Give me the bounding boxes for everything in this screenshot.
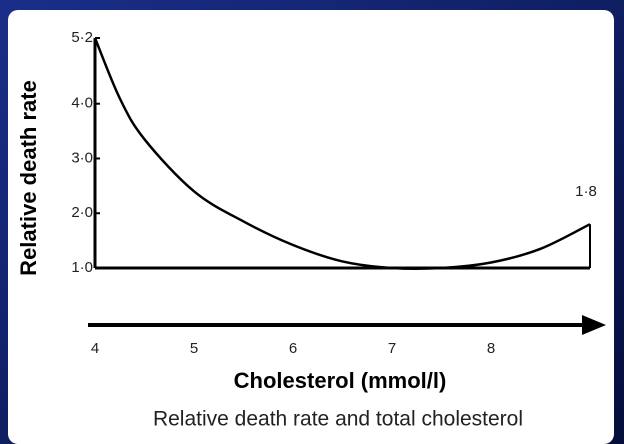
- y-tick-label: 2·0: [71, 204, 93, 221]
- chart-title: Relative death rate and total cholestero…: [153, 408, 523, 431]
- y-tick-label: 4·0: [71, 95, 93, 112]
- annotation: 1·8: [575, 183, 597, 200]
- x-tick-label: 8: [487, 340, 495, 357]
- y-axis-label: Relative death rate: [16, 80, 41, 276]
- arrow-head: [582, 315, 606, 335]
- x-tick-label: 6: [289, 340, 297, 357]
- x-tick-label: 4: [91, 340, 99, 357]
- line: [93, 37, 591, 271]
- y-tick-label: 1·0: [71, 259, 93, 276]
- x-tick-label: 5: [190, 340, 198, 357]
- x-axis-label: Cholesterol (mmol/l): [234, 368, 447, 393]
- y-tick-label: 5·2: [71, 29, 93, 46]
- y-tick-label: 3·0: [71, 149, 93, 166]
- panel: [8, 10, 614, 444]
- x-tick-label: 7: [388, 340, 396, 357]
